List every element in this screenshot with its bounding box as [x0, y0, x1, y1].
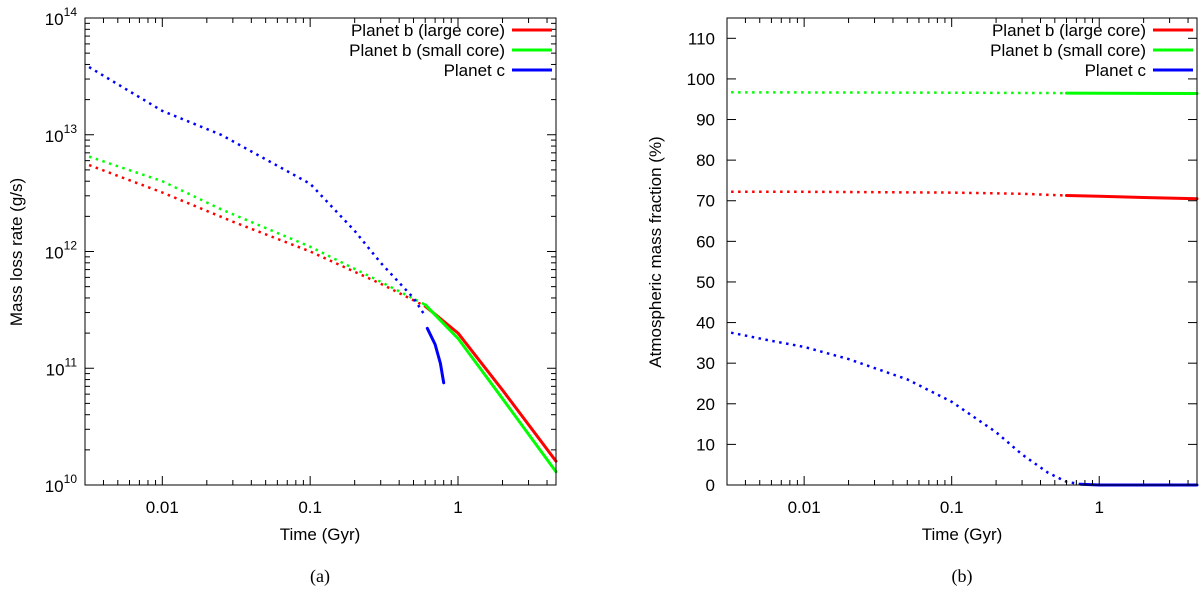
panel-b-legend: Planet b (large core)Planet b (small cor…: [990, 21, 1193, 80]
panel-b-y-tick-label: 40: [696, 314, 715, 333]
panel-b-legend-label: Planet b (small core): [990, 41, 1146, 60]
y-tick-base: 10: [45, 127, 64, 146]
panel-a-legend: Planet b (large core)Planet b (small cor…: [349, 21, 552, 80]
panel-b-legend-label: Planet c: [1085, 61, 1147, 80]
panel-a-series-planet-c-solid: [425, 326, 446, 385]
panel-a-x-tick-label: 0.01: [146, 498, 179, 517]
y-tick-exponent: 10: [64, 472, 78, 486]
panel-a-y-tick-label: 1012: [45, 239, 78, 263]
panel-a-plot-frame: [84, 17, 557, 486]
panel-a-x-tick-label: 0.1: [298, 498, 322, 517]
panel-b-y-tick-label: 100: [687, 70, 715, 89]
y-tick-exponent: 13: [64, 122, 78, 136]
panel-a-series-planet-b-small-core-dotted: [88, 155, 426, 306]
panel-b-y-tick-label: 110: [688, 29, 715, 48]
panel-a-y-tick-label: 1013: [45, 122, 78, 146]
panel-b-plot-frame: [726, 17, 1198, 486]
panel-b-series: [730, 91, 1199, 487]
panel-b-x-axis-label: Time (Gyr): [922, 525, 1003, 544]
y-tick-base: 10: [45, 477, 64, 496]
panel-b-x-tick-label: 1: [1094, 498, 1103, 517]
panel-a-legend-label: Planet b (small core): [349, 41, 505, 60]
y-tick-exponent: 11: [65, 355, 78, 369]
panel-b-y-tick-label: 20: [696, 395, 715, 414]
panel-b-y-tick-label: 0: [706, 476, 715, 495]
panel-b-series-planet-b-large-core-dotted: [731, 190, 1067, 197]
panel-b-caption: (b): [952, 566, 973, 587]
panel-a-series-planet-c-dotted: [88, 66, 427, 317]
panel-a-y-tick-label: 1010: [45, 472, 78, 496]
y-tick-exponent: 14: [64, 5, 78, 19]
panel-a-y-tick-label: 1014: [45, 5, 78, 29]
panel-b-y-tick-label: 50: [696, 273, 715, 292]
panel-b-series-planet-c-dotted: [730, 331, 1082, 486]
panel-b-y-tick-label: 60: [696, 232, 715, 251]
panel-b-y-axis-label: Atmospheric mass fraction (%): [646, 136, 665, 367]
panel-a-y-tick-label: 1011: [46, 355, 78, 379]
y-tick-base: 10: [45, 244, 64, 263]
panel-a-x-axis-label: Time (Gyr): [280, 525, 361, 544]
panel-b-series-planet-b-small-core-dotted: [731, 91, 1067, 95]
panel-a-series: [88, 66, 558, 474]
panel-a-y-axis-label: Mass loss rate (g/s): [7, 178, 26, 326]
panel-b-legend-label: Planet b (large core): [992, 21, 1146, 40]
y-tick-base: 10: [45, 10, 64, 29]
panel-a-series-planet-b-small-core-solid: [423, 303, 558, 474]
panel-b-series-planet-b-large-core-solid: [1065, 194, 1199, 201]
panel-b-y-tick-label: 30: [696, 354, 715, 373]
panel-b-y-tick-label: 90: [696, 111, 715, 130]
panel-a-x-tick-label: 1: [453, 498, 462, 517]
panel-a-legend-label: Planet c: [444, 61, 506, 80]
panel-b-y-tick-label: 70: [696, 192, 715, 211]
y-tick-exponent: 12: [64, 239, 78, 253]
panel-a-series-planet-b-large-core-dotted: [88, 163, 426, 308]
panel-a-legend-label: Planet b (large core): [351, 21, 505, 40]
panel-a-caption: (a): [310, 566, 330, 587]
panel-b-x-tick-label: 0.01: [788, 498, 821, 517]
panel-b-x-tick-label: 0.1: [940, 498, 964, 517]
panel-b-y-tick-label: 80: [696, 151, 715, 170]
panel-b-y-tick-label: 10: [696, 435, 715, 454]
y-tick-base: 10: [46, 360, 65, 379]
